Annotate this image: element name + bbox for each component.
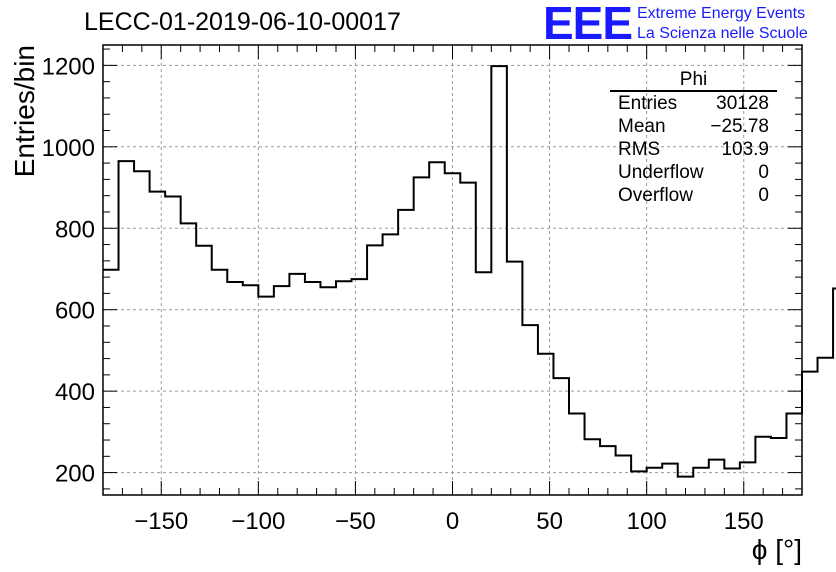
stats-label: Overflow — [618, 185, 693, 206]
y-axis-label: Entries/bin — [9, 45, 40, 177]
x-axis: −150 −100 −50 0 50 100 150 — [102, 45, 803, 535]
x-tick-label: 150 — [724, 508, 764, 535]
logo-line-2: La Scienza nelle Scuole — [637, 25, 808, 42]
stats-label: Underflow — [618, 162, 704, 183]
y-tick-label: 400 — [55, 379, 95, 406]
y-axis: 200 400 600 800 1000 1200 — [42, 48, 802, 490]
histogram-line — [103, 65, 836, 478]
grid-lines — [103, 45, 802, 495]
stats-value: −25.78 — [710, 116, 769, 137]
stats-rows: Entries 30128 Mean −25.78 RMS 103.9 Underflow 0… — [610, 92, 777, 207]
stats-value: 0 — [758, 185, 769, 206]
stats-row: Underflow 0 — [610, 161, 777, 184]
x-tick-label: −100 — [231, 508, 285, 535]
y-tick-label: 1000 — [42, 135, 95, 162]
y-tick-label: 1200 — [42, 53, 95, 80]
stats-row: Overflow 0 — [610, 184, 777, 207]
stats-row: Mean −25.78 — [610, 115, 777, 138]
stats-value: 103.9 — [721, 139, 769, 160]
x-axis-label: ϕ [°] — [752, 534, 802, 565]
chart-title: LECC-01-2019-06-10-00017 — [84, 8, 401, 36]
y-tick-label: 800 — [55, 216, 95, 243]
stats-value: 30128 — [716, 93, 769, 114]
stats-box-title: Phi — [610, 70, 777, 92]
stats-row: Entries 30128 — [610, 92, 777, 115]
stats-label: Entries — [618, 93, 678, 114]
stats-label: RMS — [618, 139, 661, 160]
x-tick-label: 0 — [446, 508, 459, 535]
y-tick-label: 200 — [55, 461, 95, 488]
x-tick-label: 100 — [627, 508, 667, 535]
stats-label: Mean — [618, 116, 666, 137]
histogram-series — [103, 65, 836, 478]
eee-logo: EEE — [543, 0, 633, 49]
y-tick-label: 600 — [55, 298, 95, 325]
x-tick-label: −50 — [335, 508, 376, 535]
x-tick-label: 50 — [536, 508, 563, 535]
stats-box: Phi Entries 30128 Mean −25.78 RMS 103.9 Underf… — [610, 70, 777, 207]
stats-value: 0 — [758, 162, 769, 183]
stats-row: RMS 103.9 — [610, 138, 777, 161]
logo-line-1: Extreme Energy Events — [637, 5, 806, 22]
x-tick-label: −150 — [134, 508, 188, 535]
